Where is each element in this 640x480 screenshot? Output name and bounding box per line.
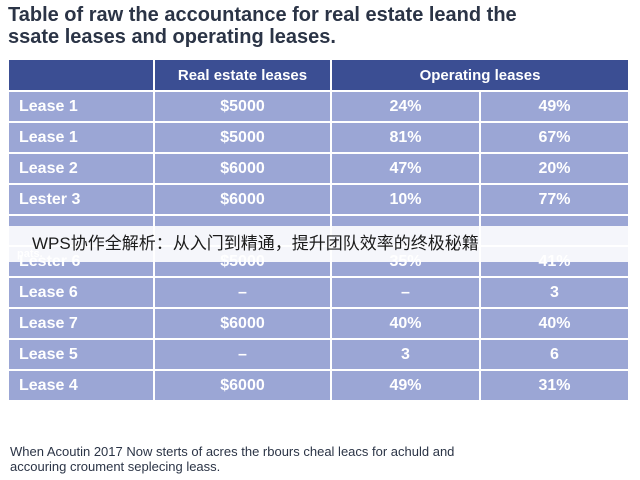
row-op1: 81%: [330, 121, 481, 154]
row-label: Lease 2: [7, 152, 155, 185]
row-amount: $6000: [153, 307, 332, 340]
row-label: Lester 3: [7, 183, 155, 216]
row-label: Lease 5: [7, 338, 155, 371]
row-label: Lease 1: [7, 90, 155, 123]
row-op1: 3: [330, 338, 481, 371]
row-amount: $5000: [153, 90, 332, 123]
overlay-banner: WPS协作全解析：从入门到精通，提升团队效率的终极秘籍: [0, 226, 640, 262]
title-line-2: ssate leases and operating leases.: [8, 26, 336, 48]
row-op2: 3: [478, 276, 631, 309]
row-op1: 40%: [330, 307, 481, 340]
footnote-line-1: When Acoutin 2017 Now sterts of acres th…: [10, 444, 455, 459]
table-row: Lease 6 – – 3: [7, 276, 631, 309]
row-op1: 49%: [330, 369, 481, 402]
row-label: Lease 4: [7, 369, 155, 402]
footnote: When Acoutin 2017 Now sterts of acres th…: [10, 444, 630, 474]
row-amount: $6000: [153, 152, 332, 185]
row-op2: 67%: [478, 121, 631, 154]
row-op1: 10%: [330, 183, 481, 216]
header-real-estate-leases: Real estate leases: [153, 58, 332, 92]
table-row: Lease 1 $5000 24% 49%: [7, 90, 631, 123]
row-amount: $5000: [153, 121, 332, 154]
row-amount: –: [153, 338, 332, 371]
row-op1: 47%: [330, 152, 481, 185]
row-amount: $6000: [153, 183, 332, 216]
row-label: Lease 6: [7, 276, 155, 309]
footnote-line-2: accouring croument seplecing leass.: [10, 459, 221, 474]
header-blank: [7, 58, 155, 92]
row-label: Lease 1: [7, 121, 155, 154]
table-row: Lease 2 $6000 47% 20%: [7, 152, 631, 185]
row-op2: 31%: [478, 369, 631, 402]
table-row: Lease 4 $6000 49% 31%: [7, 369, 631, 402]
row-op1: 24%: [330, 90, 481, 123]
title-line-1: Table of raw the accountance for real es…: [8, 4, 517, 26]
row-op2: 20%: [478, 152, 631, 185]
table-row: Lester 3 $6000 10% 77%: [7, 183, 631, 216]
table-row: Lease 1 $5000 81% 67%: [7, 121, 631, 154]
row-amount: $6000: [153, 369, 332, 402]
row-op2: 6: [478, 338, 631, 371]
table-row: Lease 7 $6000 40% 40%: [7, 307, 631, 340]
hidden-row-fragment: pats.: [17, 248, 43, 260]
header-operating-leases: Operating leases: [329, 58, 631, 92]
row-label: Lease 7: [7, 307, 155, 340]
row-op2: 40%: [478, 307, 631, 340]
page-title: Table of raw the accountance for real es…: [8, 4, 632, 48]
table-row: Lease 5 – 3 6: [7, 338, 631, 371]
table-header-row: Real estate leases Operating leases: [7, 58, 631, 92]
row-amount: –: [153, 276, 332, 309]
row-op1: –: [330, 276, 481, 309]
row-op2: 49%: [478, 90, 631, 123]
row-op2: 77%: [478, 183, 631, 216]
